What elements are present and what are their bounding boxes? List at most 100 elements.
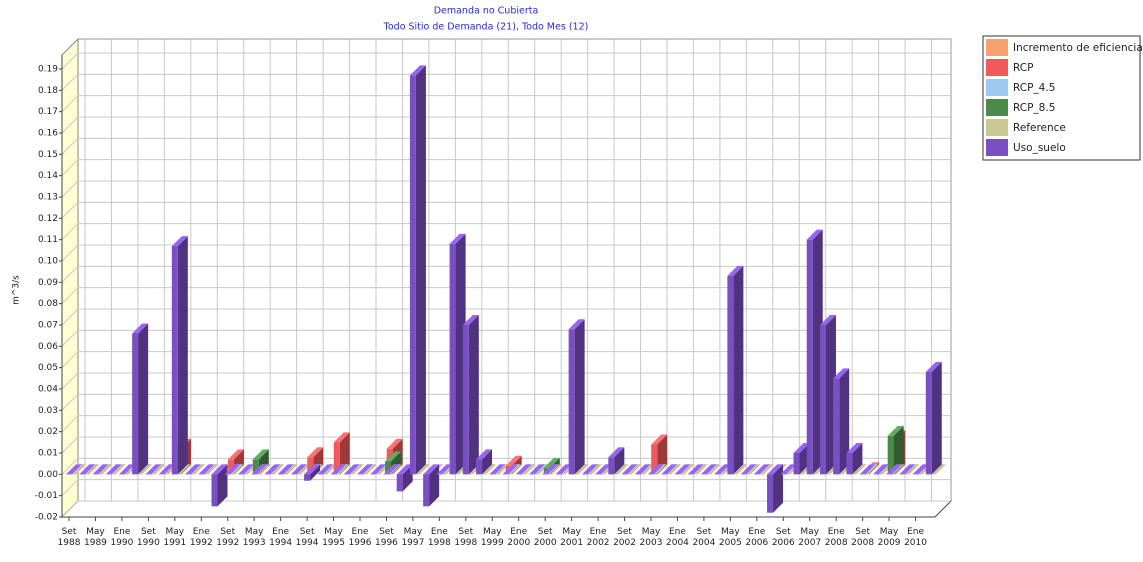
legend-swatch xyxy=(986,119,1008,136)
bar-side xyxy=(415,65,426,475)
y-tick-label: 0.14 xyxy=(38,171,58,181)
bar-top xyxy=(409,65,426,76)
y-tick-label: 0.17 xyxy=(38,107,58,117)
bar-top xyxy=(145,464,162,475)
x-tick-label: May 1989 xyxy=(84,527,107,548)
bar-top xyxy=(92,464,109,475)
x-tick-label: Ene 1990 xyxy=(110,527,133,548)
bar-side xyxy=(574,319,585,475)
bar-top xyxy=(158,464,175,475)
bar-top xyxy=(330,464,347,475)
bar-top xyxy=(251,464,268,475)
bar-top xyxy=(661,464,678,475)
y-tick-label: 0.05 xyxy=(38,363,58,373)
bar-top xyxy=(502,464,519,475)
bar xyxy=(396,474,403,492)
bar-top xyxy=(211,464,228,475)
grid-line xyxy=(61,223,951,241)
x-tick-label: May 1995 xyxy=(322,527,345,548)
grid-line xyxy=(61,73,951,91)
bar xyxy=(806,239,813,475)
bar-top xyxy=(872,464,889,475)
y-tick-label: 0.12 xyxy=(38,214,58,224)
bar-top xyxy=(317,464,334,475)
x-tick-label: May 2009 xyxy=(878,527,901,548)
bar-side xyxy=(217,464,228,507)
x-tick-label: Set 2002 xyxy=(613,527,636,548)
x-tick-label: May 1991 xyxy=(163,527,186,548)
x-tick-label: Ene 2006 xyxy=(745,527,768,548)
grid-line xyxy=(61,308,951,326)
bar-side xyxy=(339,432,350,475)
grid-line xyxy=(61,52,951,70)
grid-line xyxy=(61,479,951,497)
x-tick-label: Set 2000 xyxy=(534,527,557,548)
bar-top xyxy=(505,455,522,466)
x-tick-label: Set 1994 xyxy=(296,527,319,548)
bar-side xyxy=(482,449,493,475)
grid-line xyxy=(61,116,951,134)
grid-line xyxy=(61,372,951,390)
x-tick-label: Set 1998 xyxy=(454,527,477,548)
bar xyxy=(409,75,416,475)
bar-top xyxy=(819,315,836,325)
y-tick-label: 0.18 xyxy=(38,86,58,96)
bar-top xyxy=(793,443,810,453)
bar-top xyxy=(383,464,400,475)
bar-side xyxy=(839,368,850,475)
x-tick-label: Ene 2010 xyxy=(904,527,927,548)
bar-top xyxy=(252,449,269,460)
y-tick-label: 0.13 xyxy=(38,193,58,203)
x-tick-label: Ene 2008 xyxy=(825,527,848,548)
bar-top xyxy=(568,319,585,330)
bar-top xyxy=(925,361,942,372)
chart-subtitle: Todo Sitio de Demanda (21), Todo Mes (12… xyxy=(383,22,589,33)
bar-top xyxy=(436,464,453,475)
bar-top xyxy=(290,464,307,475)
bar-side xyxy=(893,425,904,475)
bar-top xyxy=(899,464,916,475)
legend-swatch xyxy=(986,39,1008,56)
bar xyxy=(846,453,853,475)
bar xyxy=(171,246,178,475)
bar-top xyxy=(198,464,215,475)
x-tick-label: May 1997 xyxy=(401,527,424,548)
x-tick-label: Set 2008 xyxy=(851,527,874,548)
legend-label: Reference xyxy=(1013,122,1066,134)
bar-top xyxy=(595,464,612,475)
bar-top xyxy=(449,233,466,244)
bar-top xyxy=(727,265,744,276)
bar-top xyxy=(277,464,294,475)
bar-top xyxy=(687,464,704,475)
x-tick-label: Ene 1992 xyxy=(190,527,213,548)
bar-top xyxy=(333,432,350,443)
grid-line xyxy=(61,180,951,198)
x-tick-label: Set 1996 xyxy=(375,527,398,548)
bar xyxy=(767,474,774,513)
bar-top xyxy=(386,438,403,449)
bar-top xyxy=(740,464,757,475)
bar xyxy=(132,333,139,475)
legend-swatch xyxy=(986,59,1008,76)
y-tick-label: 0.01 xyxy=(38,449,58,459)
bar-top xyxy=(423,464,440,475)
bar-top xyxy=(66,464,82,475)
bar-top xyxy=(608,447,625,458)
grid-line xyxy=(61,415,951,433)
legend-swatch xyxy=(986,139,1008,156)
bar-top xyxy=(528,464,545,475)
y-tick-label: 0.15 xyxy=(38,150,58,160)
grid-line xyxy=(61,393,951,411)
legend-label: Uso_suelo xyxy=(1013,142,1066,154)
legend-label: Incremento de eficiencia xyxy=(1013,42,1143,54)
y-tick-label: -0.01 xyxy=(35,491,58,501)
legend-box xyxy=(982,35,1141,161)
bar xyxy=(568,329,575,475)
y-tick-label: 0.06 xyxy=(38,342,58,352)
bar xyxy=(333,442,340,475)
legend-label: RCP_8.5 xyxy=(1013,102,1055,114)
bar-side xyxy=(852,443,863,475)
bar xyxy=(651,444,658,475)
x-tick-label: Set 1988 xyxy=(58,527,81,548)
x-tick-label: Set 2006 xyxy=(772,527,795,548)
